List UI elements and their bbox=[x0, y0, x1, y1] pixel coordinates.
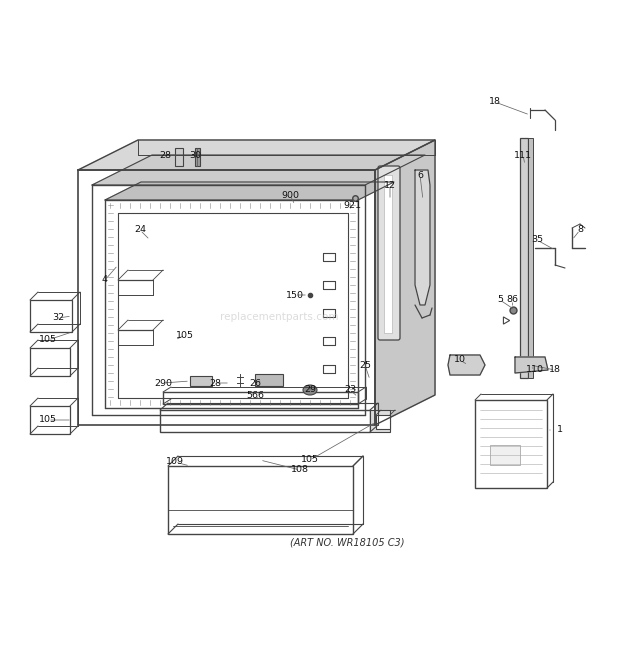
Text: 921: 921 bbox=[343, 200, 361, 210]
Text: 150: 150 bbox=[286, 290, 304, 299]
Text: 900: 900 bbox=[281, 190, 299, 200]
Text: 30: 30 bbox=[189, 151, 201, 159]
Polygon shape bbox=[375, 140, 435, 425]
Text: 24: 24 bbox=[134, 225, 146, 235]
Bar bbox=[30, 348, 70, 376]
Text: 105: 105 bbox=[39, 336, 57, 344]
Text: 28: 28 bbox=[209, 379, 221, 387]
Text: replacementparts.com: replacementparts.com bbox=[219, 312, 339, 323]
Text: 29: 29 bbox=[304, 385, 316, 395]
Bar bbox=[255, 374, 283, 386]
Bar bbox=[528, 138, 533, 378]
Text: 18: 18 bbox=[549, 366, 561, 375]
Bar bbox=[195, 148, 200, 166]
Bar bbox=[520, 138, 528, 378]
Bar bbox=[30, 300, 72, 332]
Text: (ART NO. WR18105 C3): (ART NO. WR18105 C3) bbox=[290, 537, 404, 547]
Text: 4: 4 bbox=[102, 276, 108, 284]
Polygon shape bbox=[92, 155, 425, 185]
Bar bbox=[370, 410, 390, 432]
Text: 18: 18 bbox=[489, 98, 501, 106]
Bar bbox=[190, 376, 212, 386]
Polygon shape bbox=[515, 357, 548, 373]
Text: 26: 26 bbox=[249, 379, 261, 387]
Text: 25: 25 bbox=[359, 360, 371, 369]
Bar bbox=[163, 392, 358, 404]
Polygon shape bbox=[78, 140, 435, 170]
Text: 12: 12 bbox=[384, 180, 396, 190]
Bar bbox=[475, 400, 547, 488]
Text: 5: 5 bbox=[497, 295, 503, 305]
Text: 111: 111 bbox=[514, 151, 532, 159]
Bar bbox=[175, 148, 183, 166]
FancyBboxPatch shape bbox=[378, 166, 400, 340]
Text: 105: 105 bbox=[39, 416, 57, 424]
Text: 566: 566 bbox=[246, 391, 264, 401]
Text: 28: 28 bbox=[159, 151, 171, 159]
Text: 1: 1 bbox=[557, 426, 563, 434]
Bar bbox=[168, 466, 353, 534]
Text: 108: 108 bbox=[291, 465, 309, 475]
Text: 32: 32 bbox=[52, 313, 64, 323]
Bar bbox=[160, 410, 370, 432]
Bar bbox=[376, 415, 390, 429]
Text: 8: 8 bbox=[577, 225, 583, 235]
Text: 6: 6 bbox=[417, 171, 423, 180]
Bar bbox=[30, 406, 70, 434]
Text: 35: 35 bbox=[531, 235, 543, 245]
Text: 23: 23 bbox=[344, 385, 356, 395]
Text: 290: 290 bbox=[154, 379, 172, 387]
Text: 105: 105 bbox=[301, 455, 319, 465]
Polygon shape bbox=[415, 170, 430, 305]
Bar bbox=[490, 445, 520, 465]
Ellipse shape bbox=[303, 385, 317, 395]
Text: 10: 10 bbox=[454, 356, 466, 364]
Text: 110: 110 bbox=[526, 366, 544, 375]
Bar bbox=[384, 175, 392, 333]
Polygon shape bbox=[105, 182, 394, 200]
Text: 86: 86 bbox=[506, 295, 518, 305]
Text: 105: 105 bbox=[176, 330, 194, 340]
Polygon shape bbox=[448, 355, 485, 375]
Text: 109: 109 bbox=[166, 457, 184, 467]
